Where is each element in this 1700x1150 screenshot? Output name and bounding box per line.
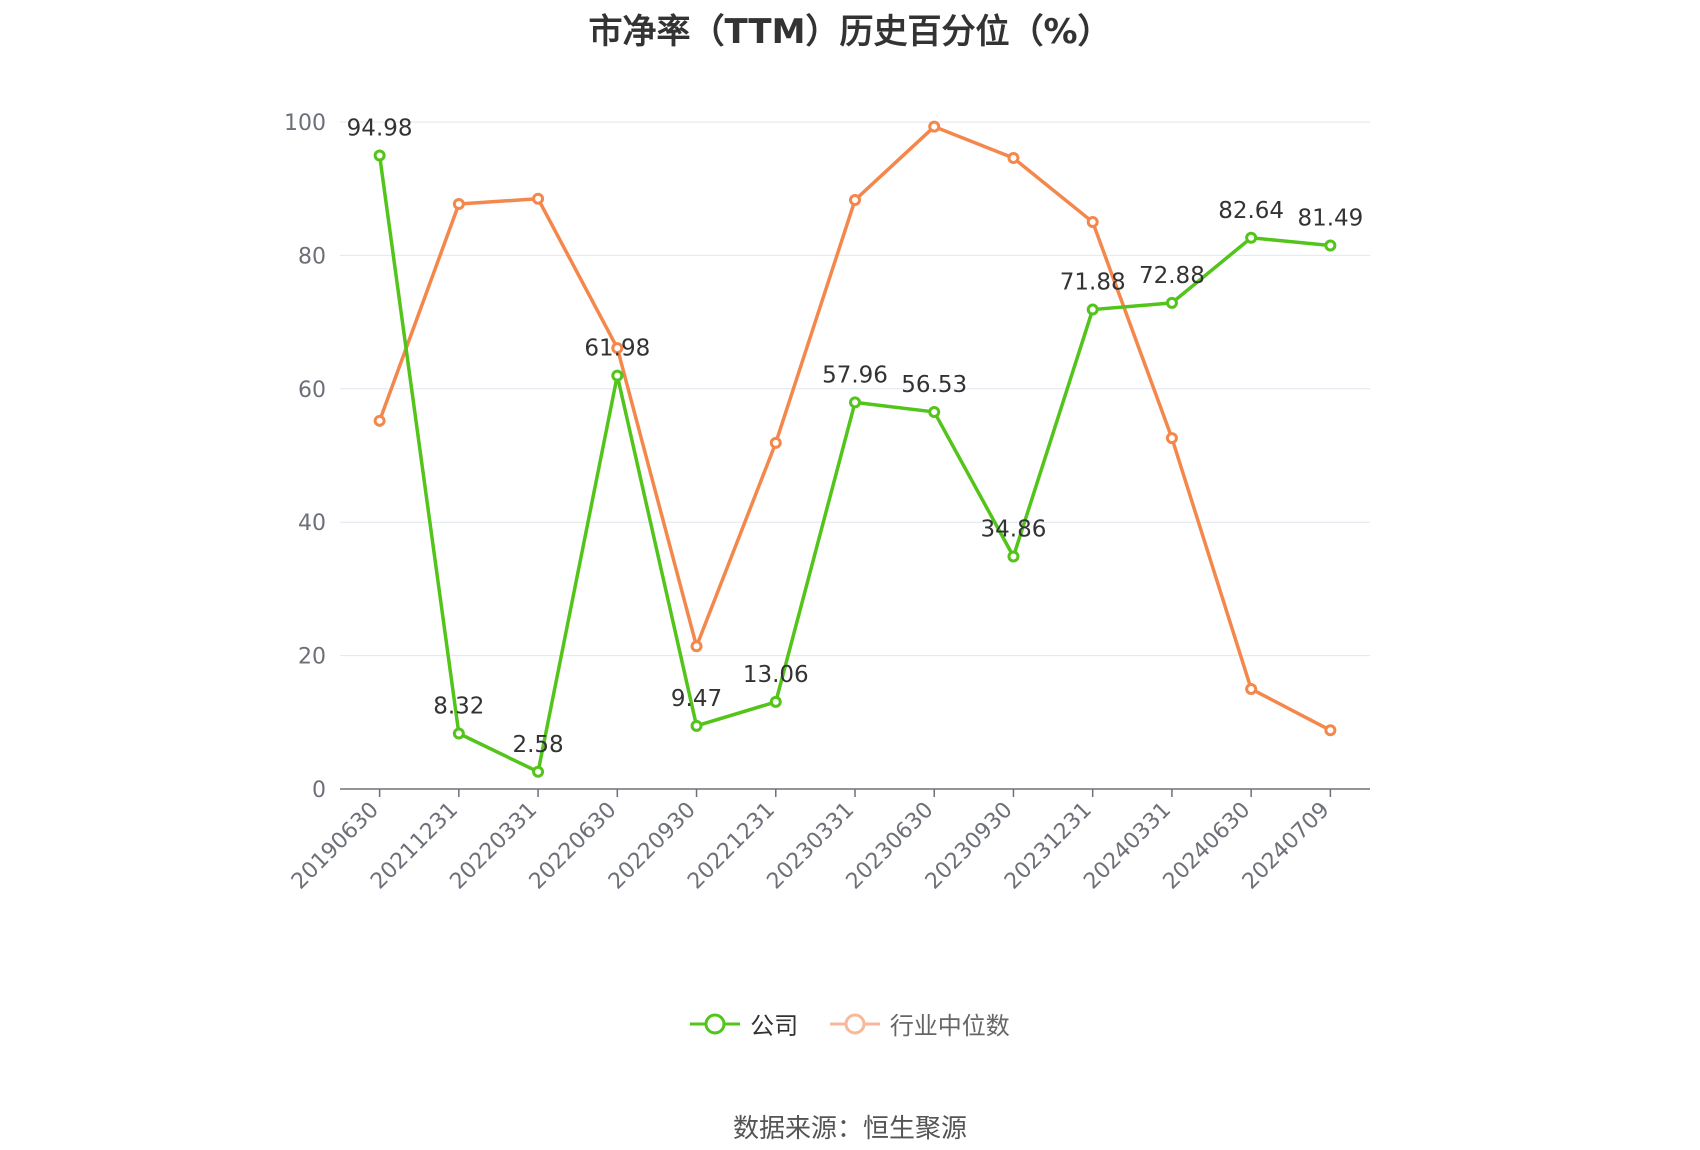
- data-point-company: [1086, 303, 1099, 316]
- legend-label-industry: 行业中位数: [889, 1012, 1010, 1040]
- data-point-industry: [1165, 432, 1178, 445]
- data-point-company: [611, 369, 624, 382]
- data-point-industry: [849, 194, 861, 207]
- data-label: 9.47: [671, 686, 722, 712]
- legend: 公司 行业中位数: [0, 1006, 1700, 1042]
- y-tick-label: 20: [298, 645, 326, 670]
- data-point-company: [849, 396, 861, 409]
- data-point-industry: [1324, 724, 1337, 737]
- data-point-company: [1165, 296, 1178, 309]
- data-point-industry: [1245, 682, 1258, 695]
- x-axis: 2019063020211231202203312022063020220930…: [287, 788, 1370, 895]
- data-label: 13.06: [743, 662, 809, 688]
- y-axis: 0 20 40 60 80 100: [284, 111, 326, 803]
- legend-label-company: 公司: [750, 1012, 799, 1040]
- data-point-company: [373, 149, 386, 162]
- data-point-company: [769, 695, 782, 708]
- data-point-company: [690, 719, 703, 732]
- data-label: 81.49: [1297, 205, 1363, 231]
- data-point-company: [928, 405, 941, 418]
- data-label: 94.98: [347, 115, 413, 141]
- legend-item-company[interactable]: 公司: [690, 1006, 798, 1041]
- data-point-industry: [928, 120, 941, 133]
- data-point-industry: [373, 414, 386, 427]
- data-label: 72.88: [1139, 263, 1205, 289]
- data-point-industry: [1086, 216, 1099, 229]
- data-label: 57.96: [822, 362, 888, 388]
- data-source-note: 数据来源：恒生聚源: [732, 1114, 967, 1144]
- data-label: 71.88: [1060, 270, 1126, 296]
- data-point-company: [452, 727, 465, 740]
- x-tick-label: 20240709: [1238, 798, 1335, 895]
- data-point-industry: [532, 192, 545, 205]
- series-layer: [373, 120, 1337, 778]
- legend-line-circle-icon: [690, 1013, 741, 1034]
- data-label: 61.98: [584, 336, 650, 362]
- data-label: 34.86: [981, 516, 1047, 542]
- legend-item-industry[interactable]: 行业中位数: [829, 1006, 1010, 1041]
- data-point-industry: [1007, 152, 1020, 165]
- y-tick-label: 100: [284, 111, 326, 136]
- data-point-industry: [611, 342, 624, 355]
- data-label: 8.32: [433, 694, 484, 720]
- data-point-industry: [452, 198, 465, 211]
- chart-title: 市净率（TTM）历史百分位（%）: [588, 12, 1112, 52]
- data-labels-layer: 94.98 8.32 2.58 61.98 9.47 13.06 57.96 56.53 34.…: [347, 115, 1364, 757]
- grid-lines: [340, 121, 1370, 657]
- data-point-company: [1007, 550, 1020, 563]
- data-label: 2.58: [512, 732, 563, 758]
- data-point-industry: [769, 436, 782, 449]
- y-tick-label: 80: [298, 244, 326, 269]
- legend-line-circle-icon: [829, 1013, 880, 1034]
- y-tick-label: 40: [298, 511, 326, 536]
- y-tick-label: 60: [298, 378, 326, 403]
- data-point-company: [1245, 231, 1258, 244]
- data-label: 56.53: [901, 372, 967, 398]
- series-line-company: [377, 153, 1333, 774]
- data-point-industry: [690, 640, 703, 653]
- series-line-industry: [377, 124, 1333, 733]
- line-chart: 0 20 40 60 80 100 201906302021123120220331202…: [284, 111, 1370, 895]
- data-point-company: [1324, 239, 1337, 252]
- data-label: 82.64: [1218, 198, 1284, 224]
- data-point-company: [532, 765, 545, 778]
- y-tick-label: 0: [312, 778, 326, 803]
